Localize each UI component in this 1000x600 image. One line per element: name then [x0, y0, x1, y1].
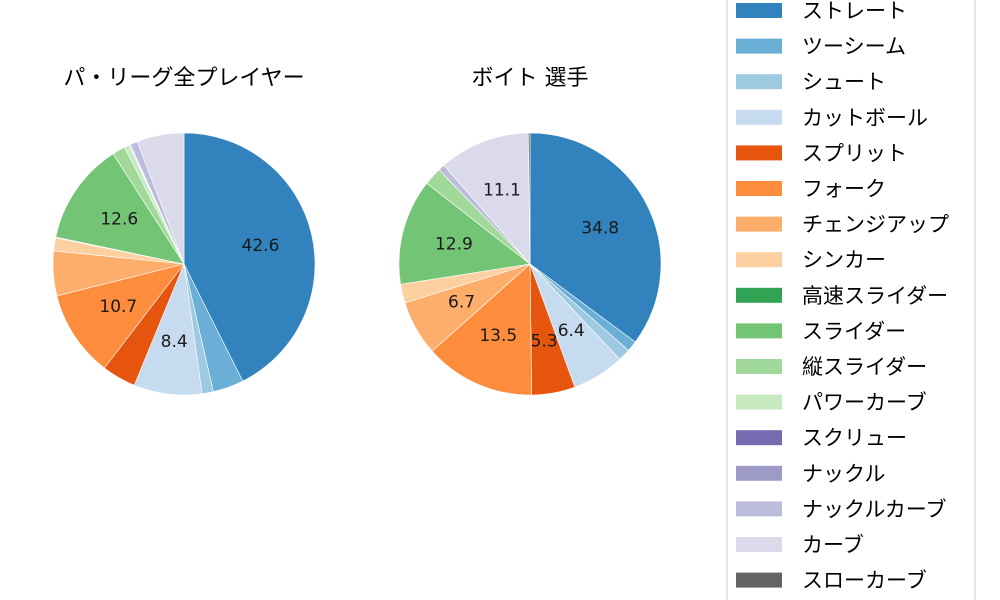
player-pie-slice	[443, 132, 531, 265]
legend-label: 縦スライダー	[802, 355, 927, 379]
legend-label: ナックル	[802, 462, 885, 486]
legend-label: スクリュー	[802, 426, 907, 450]
league-pie-chart: パ・リーグ全プレイヤー 42.6 8.4 10.7 12.6	[52, 66, 316, 396]
legend-swatch	[736, 501, 782, 517]
legend-label: スプリット	[802, 141, 907, 165]
league-pie-slice	[55, 153, 185, 265]
legend-label: パワーカーブ	[802, 391, 927, 415]
legend-label: カットボール	[802, 106, 928, 130]
legend-swatch	[736, 359, 782, 374]
player-slice-label: 34.8	[581, 219, 619, 239]
legend-label: シンカー	[802, 248, 886, 272]
legend-swatch	[736, 252, 782, 268]
player-slice-label: 11.1	[483, 181, 521, 201]
league-slice-label: 8.4	[161, 332, 188, 352]
legend-label: ツーシーム	[802, 35, 906, 59]
legend-label: チェンジアップ	[802, 213, 949, 237]
player-pie-slice	[529, 132, 662, 343]
league-slice-label: 12.6	[100, 209, 138, 229]
player-pie-labels: 34.8 6.45.3 13.56.7 12.9 11.1	[435, 181, 619, 352]
legend-swatch	[736, 3, 782, 18]
legend-label: カーブ	[802, 533, 864, 557]
player-pie-slice	[398, 182, 531, 285]
legend-swatch	[736, 394, 782, 410]
legend-swatch	[736, 430, 782, 446]
player-pie-slice	[431, 263, 532, 396]
league-pie-slice	[183, 132, 316, 382]
legend-swatch	[736, 181, 782, 196]
legend-swatch	[736, 145, 782, 161]
legend-label: スローカーブ	[802, 569, 927, 593]
league-pie-slice	[56, 263, 185, 369]
legend-swatch	[736, 109, 782, 125]
legend-swatch	[736, 572, 782, 588]
legend-label: ナックルカーブ	[802, 497, 946, 521]
legend-label: ストレート	[802, 0, 907, 23]
legend-label: 高速スライダー	[802, 284, 948, 308]
legend: ストレートツーシームシュートカットボールスプリットフォークチェンジアップシンカー…	[726, 0, 976, 600]
player-pie-slice	[528, 132, 531, 265]
legend-swatch	[736, 465, 782, 481]
player-pie-title: ボイト 選手	[472, 66, 589, 91]
player-slice-label: 12.9	[435, 234, 473, 254]
league-pie-labels: 42.6 8.4 10.7 12.6	[99, 209, 279, 352]
player-slice-label: 6.7	[448, 293, 475, 313]
legend-label: フォーク	[802, 177, 886, 201]
league-pie-slice	[136, 132, 185, 265]
legend-swatch	[736, 38, 782, 54]
legend-swatch	[736, 537, 782, 552]
legend-swatch	[736, 74, 782, 90]
legend-swatch	[736, 216, 782, 232]
league-pie-slices	[52, 132, 316, 396]
league-pie-title: パ・リーグ全プレイヤー	[63, 66, 304, 91]
player-slice-label: 6.4	[558, 321, 585, 341]
league-slice-label: 42.6	[242, 236, 280, 256]
legend-swatch	[736, 287, 782, 303]
player-slice-label: 13.5	[479, 326, 517, 346]
legend-label: スライダー	[802, 319, 906, 343]
legend-swatch	[736, 323, 782, 339]
player-pie-slices	[398, 132, 662, 396]
legend-label: シュート	[802, 70, 886, 94]
league-slice-label: 10.7	[99, 297, 137, 317]
player-slice-label: 5.3	[531, 331, 558, 351]
player-pie-chart: ボイト 選手 34.8 6.45.3 13.56.7 12.9 11.1	[398, 66, 662, 396]
